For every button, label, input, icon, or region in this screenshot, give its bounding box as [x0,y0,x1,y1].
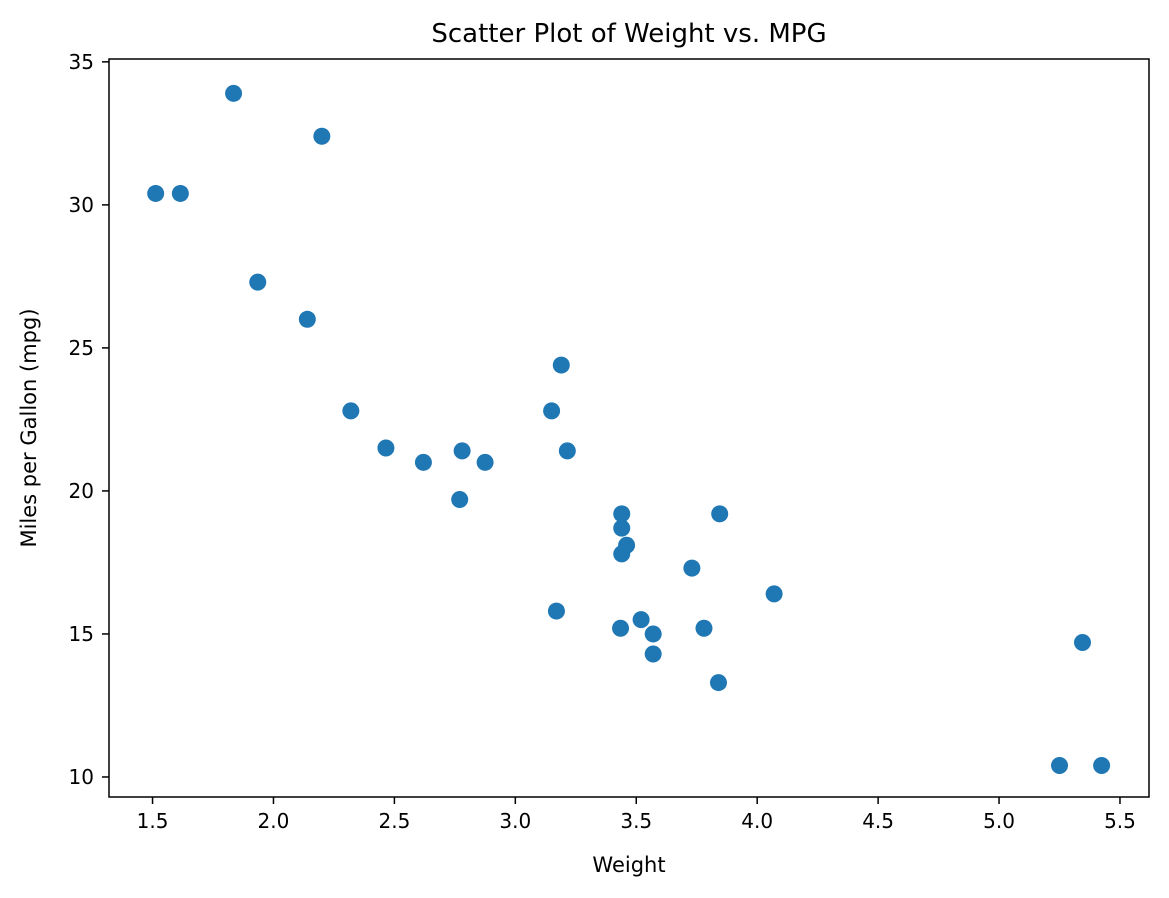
data-point [298,310,316,328]
data-point [547,602,565,620]
x-tick-label: 3.0 [499,809,531,833]
data-point [612,619,630,637]
x-tick-label: 2.5 [378,809,410,833]
x-tick-label: 1.5 [137,809,169,833]
data-point [451,491,469,509]
x-axis: 1.5 2.0 2.5 3.0 3.5 4.0 4.5 5.0 5.5 [137,797,1136,833]
data-point [709,674,727,692]
data-point [683,559,701,577]
data-point [147,184,165,202]
data-point [644,625,662,643]
y-axis-title: Miles per Gallon (mpg) [17,308,41,547]
data-point [476,453,494,471]
y-tick-label: 25 [69,336,94,360]
x-axis-title: Weight [592,853,665,877]
y-tick-label: 35 [69,50,94,74]
data-point [1093,757,1111,775]
data-point [1051,757,1069,775]
data-point [558,442,576,460]
y-tick-label: 10 [69,765,94,789]
data-point [249,273,267,291]
x-tick-label: 3.5 [620,809,652,833]
x-tick-label: 4.0 [741,809,773,833]
chart-title: Scatter Plot of Weight vs. MPG [431,19,826,49]
data-point [1073,634,1091,652]
x-tick-label: 5.0 [983,809,1015,833]
data-point [618,536,636,554]
plot-frame [108,58,1150,798]
plot-points [147,84,1111,775]
data-point [644,645,662,663]
y-tick-label: 20 [69,479,94,503]
data-point [613,519,631,537]
data-point [414,453,432,471]
data-point [632,611,650,629]
y-tick-label: 15 [69,622,94,646]
data-point [552,356,570,374]
data-point [313,127,331,145]
data-point [225,84,243,102]
data-point [613,505,631,523]
data-point [377,439,395,457]
x-tick-label: 4.5 [862,809,894,833]
x-tick-label: 2.0 [258,809,290,833]
data-point [342,402,360,420]
data-point [543,402,561,420]
y-tick-label: 30 [69,193,94,217]
data-point [695,619,713,637]
data-point [453,442,471,460]
data-point [765,585,783,603]
data-point [711,505,729,523]
x-tick-label: 5.5 [1104,809,1136,833]
data-point [171,184,189,202]
y-axis: 10 15 20 25 30 35 [69,50,109,789]
